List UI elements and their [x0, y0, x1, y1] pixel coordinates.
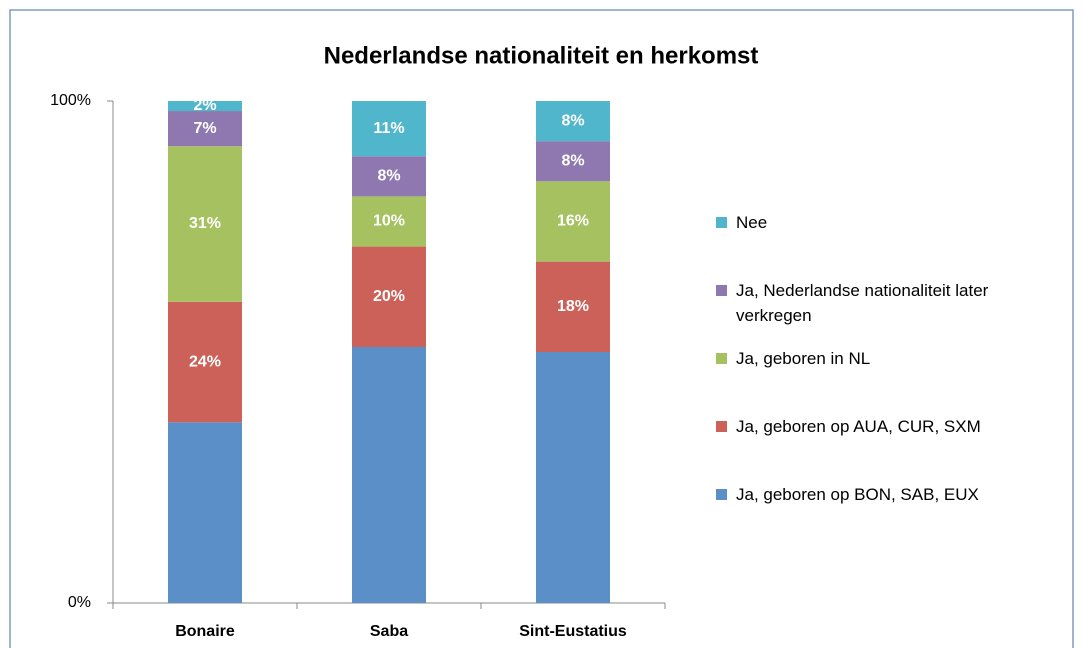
bar-segment	[168, 101, 242, 112]
legend-label: Ja, geboren op BON, SAB, EUX	[736, 485, 979, 504]
legend-item: Ja, Nederlandse nationaliteit later verk…	[716, 278, 1046, 328]
legend-swatch	[716, 489, 727, 500]
bar-segment	[536, 141, 610, 182]
x-tick-label: Saba	[370, 623, 408, 640]
data-label: 18%	[557, 298, 589, 315]
bar-segment	[352, 156, 426, 197]
data-label: 2%	[193, 97, 216, 114]
legend-item: Nee	[716, 210, 1046, 235]
bar-segment	[352, 346, 426, 603]
y-tick-label: 0%	[68, 594, 91, 611]
bar-segment	[168, 422, 242, 603]
bar-segment	[352, 196, 426, 247]
data-label: 24%	[189, 353, 221, 370]
legend-item: Ja, geboren op BON, SAB, EUX	[716, 482, 1046, 507]
chart-title: Nederlandse nationaliteit en herkomst	[324, 42, 759, 69]
bar-segment	[536, 352, 610, 603]
legend-swatch	[716, 217, 727, 228]
data-label: 8%	[561, 152, 584, 169]
legend-label: Ja, geboren in NL	[736, 349, 871, 368]
legend-label: Nee	[736, 213, 768, 232]
bar-segment	[168, 146, 242, 302]
data-label: 20%	[373, 288, 405, 305]
bar-segment	[352, 101, 426, 157]
data-label: 16%	[557, 213, 589, 230]
legend-item: Ja, geboren in NL	[716, 346, 1046, 371]
legend-label: Ja, geboren op AUA, CUR, SXM	[736, 417, 981, 436]
x-tick-label: Sint-Eustatius	[519, 623, 627, 640]
legend-item: Ja, geboren op AUA, CUR, SXM	[716, 414, 1046, 439]
bar-segment	[168, 111, 242, 147]
data-label: 8%	[561, 112, 584, 129]
bar-segment	[536, 101, 610, 142]
bar-segment	[352, 246, 426, 347]
legend-swatch	[716, 285, 727, 296]
data-label: 11%	[373, 120, 404, 137]
data-label: 8%	[377, 168, 400, 185]
bar-segment	[536, 181, 610, 262]
bar-segment	[168, 301, 242, 423]
y-tick-label: 100%	[50, 92, 91, 109]
bar-segment	[536, 261, 610, 352]
legend-swatch	[716, 353, 727, 364]
legend-label: Ja, Nederlandse nationaliteit later verk…	[736, 281, 989, 325]
x-tick-label: Bonaire	[175, 623, 235, 640]
data-label: 7%	[193, 120, 216, 137]
data-label: 10%	[373, 213, 405, 230]
legend-swatch	[716, 421, 727, 432]
data-label: 31%	[189, 215, 221, 232]
